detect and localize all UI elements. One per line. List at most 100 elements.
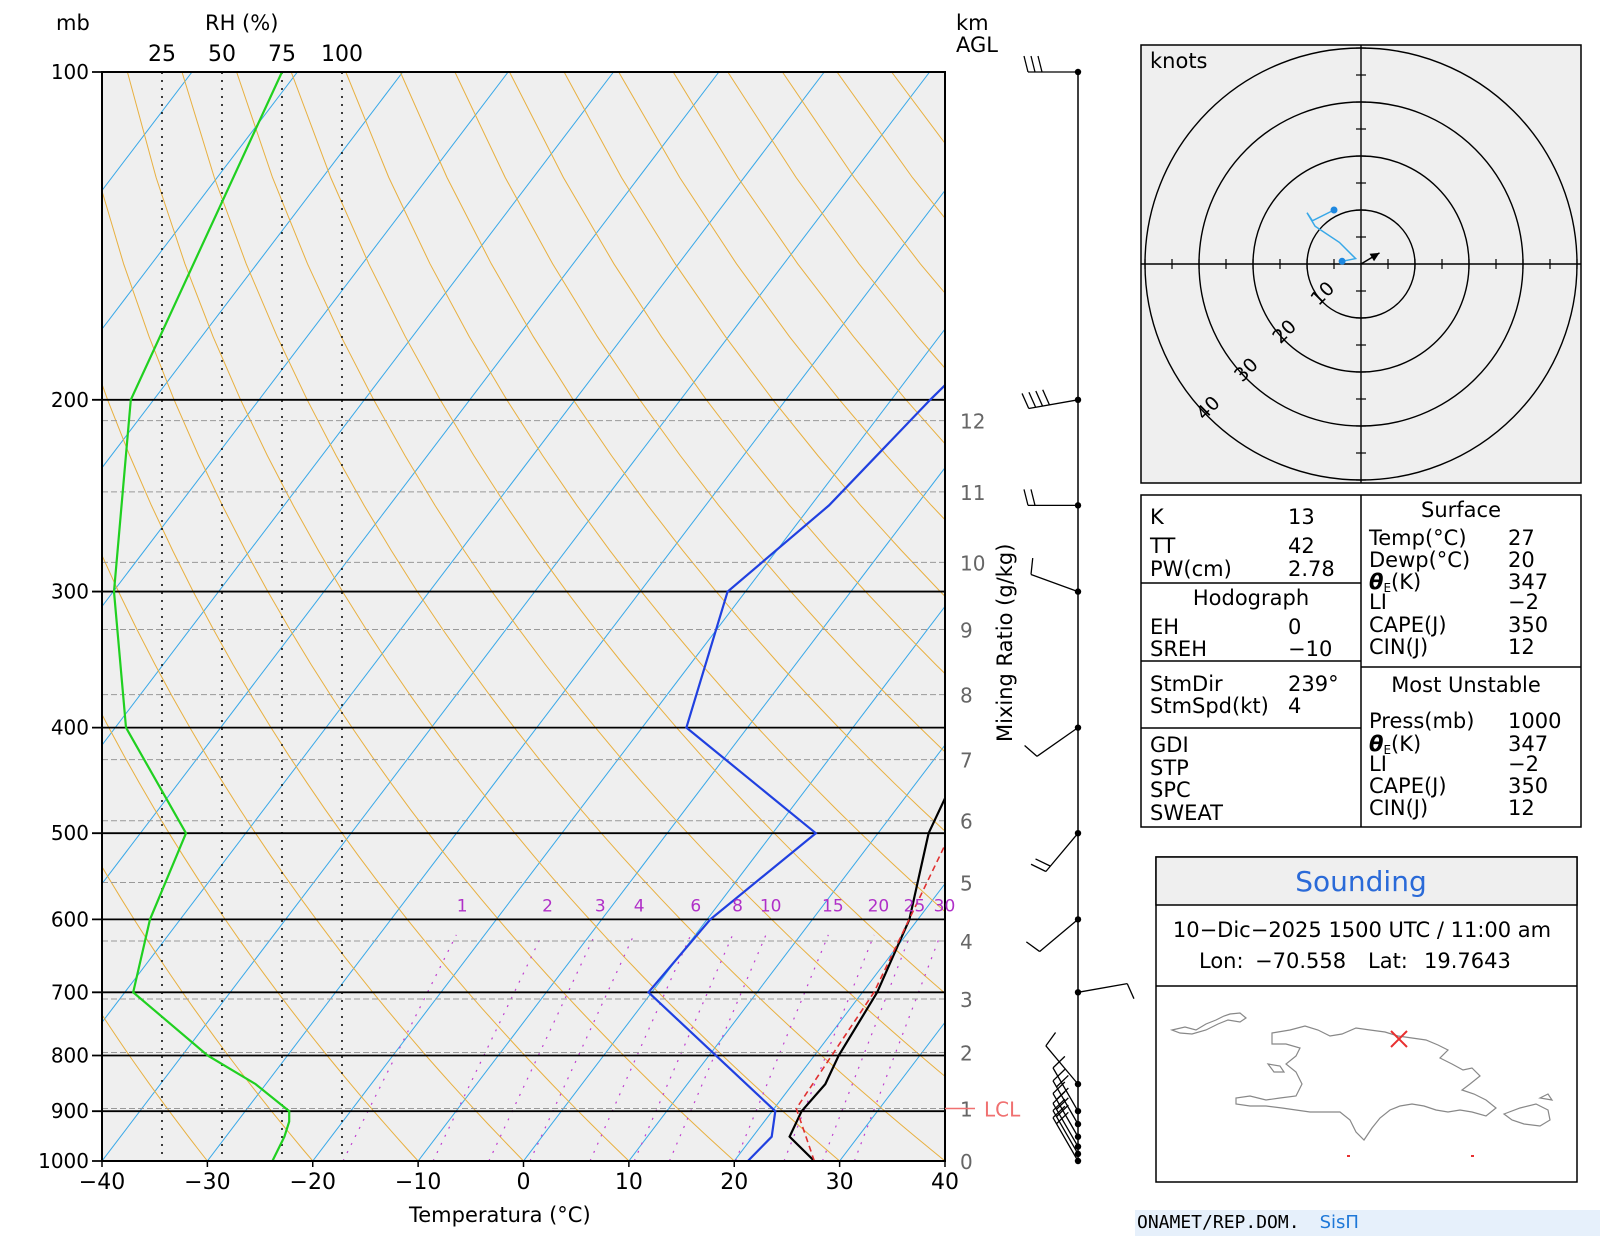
height-tick: 7 [960, 749, 973, 773]
mu-li-label: LI [1369, 752, 1387, 776]
sreh-value: −10 [1288, 637, 1332, 661]
wind-barb-flag [1046, 1032, 1056, 1045]
height-tick: 12 [960, 410, 985, 434]
tt-label: TT [1149, 534, 1175, 558]
x-tick: 20 [720, 1170, 748, 1195]
height-tick: 2 [960, 1041, 973, 1065]
surface-li-value: −2 [1508, 590, 1539, 614]
k-value: 13 [1288, 505, 1315, 529]
km-label: km [956, 11, 989, 35]
mu-cape-value: 350 [1508, 774, 1548, 798]
wind-barb-flag [1024, 56, 1028, 72]
k-label: K [1150, 505, 1165, 529]
pressure-tick: 200 [51, 388, 89, 412]
pw-label: PW(cm) [1150, 557, 1232, 581]
wind-barb-shaft [1029, 400, 1078, 409]
x-tick: −30 [184, 1170, 230, 1195]
lat-label: Lat: [1368, 949, 1408, 973]
mu-cin-value: 12 [1508, 796, 1535, 820]
wind-barb-flag [1036, 391, 1043, 406]
mu-press-label: Press(mb) [1369, 709, 1474, 733]
x-tick: 10 [615, 1170, 643, 1195]
stp-label: STP [1150, 756, 1189, 780]
wind-barb-shaft [1037, 728, 1078, 757]
wind-barb-flag [1031, 56, 1035, 72]
mixing-ratio-title: Mixing Ratio (g/kg) [993, 544, 1017, 742]
pressure-tick: 300 [51, 580, 89, 604]
hodograph-section-title: Hodograph [1193, 586, 1309, 610]
spc-label: SPC [1150, 778, 1191, 802]
lon-label: Lon: [1199, 949, 1244, 973]
surface-li-label: LI [1369, 590, 1387, 614]
indices-table: K 13 TT 42 PW(cm) 2.78 Hodograph EH 0 SR… [1141, 495, 1581, 827]
x-tick: 30 [826, 1170, 854, 1195]
x-axis-title: Temperatura (°C) [408, 1203, 591, 1227]
rh-tick: 100 [321, 42, 363, 67]
stmdir-value: 239° [1288, 672, 1339, 696]
mixing-ratio-tick: 20 [868, 896, 890, 916]
hodograph-unit: knots [1150, 49, 1208, 73]
mixing-ratio-tick: 15 [822, 896, 844, 916]
height-tick: 11 [960, 481, 985, 505]
mu-li-value: −2 [1508, 752, 1539, 776]
x-tick: −20 [290, 1170, 336, 1195]
pressure-tick: 600 [51, 907, 89, 931]
eh-label: EH [1150, 615, 1179, 639]
rh-tick: 25 [148, 42, 176, 67]
plot-area [102, 72, 945, 1161]
stmdir-label: StmDir [1150, 672, 1223, 696]
surface-dewp-label: Dewp(°C) [1369, 548, 1470, 572]
pressure-tick: 900 [51, 1099, 89, 1123]
footer-bar: ONAMET/REP.DOM.SisΠ [1135, 1210, 1600, 1236]
mixing-ratio-tick: 2 [542, 896, 553, 916]
mixing-ratio-tick: 3 [595, 896, 606, 916]
footer-brand: SisΠ [1320, 1212, 1359, 1233]
pressure-tick: 700 [51, 980, 89, 1004]
surface-temp-value: 27 [1508, 526, 1535, 550]
mixing-ratio-tick: 25 [904, 896, 926, 916]
wind-barb-flag [1025, 746, 1037, 757]
mu-press-value: 1000 [1508, 709, 1561, 733]
rh-tick: 50 [208, 42, 236, 67]
eh-value: 0 [1288, 615, 1301, 639]
wind-barb-flag [1036, 859, 1051, 866]
pressure-tick: 800 [51, 1043, 89, 1067]
height-tick: 6 [960, 810, 973, 834]
mixing-ratio-tick: 4 [634, 896, 645, 916]
wind-barb-shaft [1040, 919, 1078, 951]
height-tick: 5 [960, 872, 973, 896]
wind-barb-flag [1031, 489, 1035, 505]
mixing-ratio-tick: 10 [760, 896, 782, 916]
wind-barb-flag [1038, 56, 1042, 72]
surface-cin-value: 12 [1508, 635, 1535, 659]
wind-barb-flag [1022, 393, 1029, 408]
gdi-label: GDI [1150, 733, 1189, 757]
rh-axis-title: RH (%) [205, 11, 278, 35]
wind-barb-flag [1026, 942, 1039, 952]
x-tick: −40 [79, 1170, 125, 1195]
sounding-title: Sounding [1295, 865, 1426, 898]
wind-barb-flag [1024, 489, 1028, 505]
height-tick: 4 [960, 930, 973, 954]
stmspd-value: 4 [1288, 694, 1301, 718]
surface-cape-label: CAPE(J) [1369, 613, 1447, 637]
mu-cin-label: CIN(J) [1369, 796, 1428, 820]
surface-cape-value: 350 [1508, 613, 1548, 637]
sounding-datetime: 10−Dic−2025 1500 UTC / 11:00 am [1173, 918, 1551, 942]
surface-title: Surface [1421, 498, 1501, 522]
lon-value: −70.558 [1255, 949, 1346, 973]
pressure-tick: 100 [51, 60, 89, 84]
wind-barb-dot [1075, 1108, 1081, 1114]
tt-value: 42 [1288, 534, 1315, 558]
sreh-label: SREH [1150, 637, 1207, 661]
lcl-label: LCL [984, 1098, 1021, 1122]
surface-temp-label: Temp(°C) [1368, 526, 1467, 550]
height-tick: 1 [960, 1098, 973, 1122]
wind-barb-dot [1075, 1121, 1081, 1127]
wind-barb-shaft [1031, 574, 1078, 591]
sweat-label: SWEAT [1150, 801, 1223, 825]
surface-dewp-value: 20 [1508, 548, 1535, 572]
stmspd-label: StmSpd(kt) [1150, 694, 1269, 718]
